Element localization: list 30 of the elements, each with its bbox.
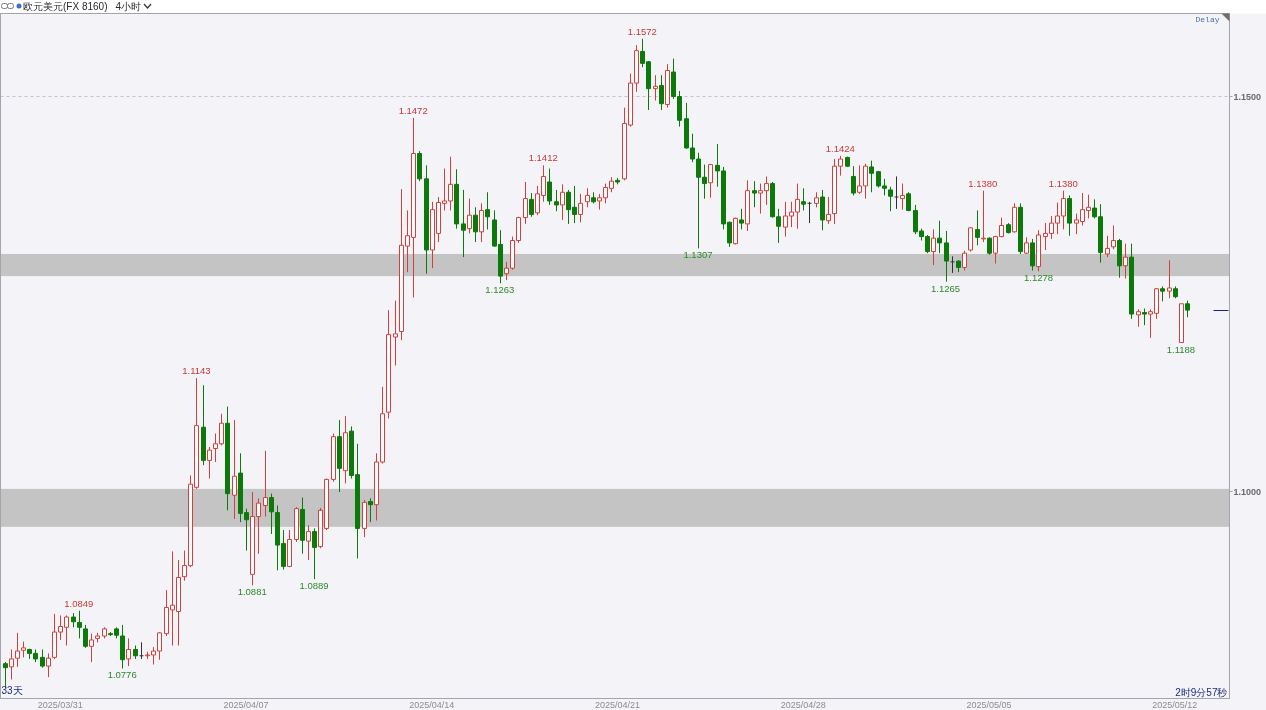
- annotation: 33天: [1, 684, 23, 696]
- annotation: 1.1572: [627, 25, 657, 37]
- y-tick-label: 1.1500: [1233, 91, 1262, 102]
- text: Delay: [1195, 14, 1220, 24]
- x-tick-label: 2025/04/21: [594, 699, 640, 710]
- annotation: 1.1307: [683, 249, 713, 261]
- annotation: 1.0889: [299, 580, 329, 592]
- annotation: 1.1424: [825, 142, 855, 154]
- x-tick-label: 2025/04/07: [223, 699, 269, 710]
- annotation: 1.1265: [931, 282, 961, 294]
- x-tick-label: 2025/04/14: [409, 699, 455, 710]
- annotation: 1.1412: [528, 152, 558, 164]
- annotation: 2时9分57秒: [1175, 686, 1228, 698]
- x-tick-label: 2025/04/28: [780, 699, 826, 710]
- x-tick-label: 2025/05/05: [966, 699, 1012, 710]
- annotation: 1.1278: [1023, 272, 1054, 284]
- y-tick-label: 1.1000: [1233, 486, 1262, 497]
- annotation: 1.0776: [107, 669, 137, 681]
- chart-title: 欧元美元(FX 8160): [23, 1, 108, 12]
- annotation: 1.1472: [398, 104, 428, 116]
- annotation: 1.1143: [182, 365, 211, 377]
- annotation: 1.0849: [64, 597, 94, 609]
- x-tick-label: 2025/05/12: [1152, 699, 1198, 710]
- annotation: 1.1380: [968, 177, 998, 189]
- annotation: 1.1263: [485, 284, 515, 296]
- annotation: 1.0881: [237, 586, 267, 598]
- annotation: 1.1380: [1048, 177, 1078, 189]
- x-tick-label: 2025/03/31: [37, 699, 83, 710]
- annotation: 1.1188: [1166, 343, 1196, 355]
- chart-subtitle: 4小时: [115, 1, 142, 12]
